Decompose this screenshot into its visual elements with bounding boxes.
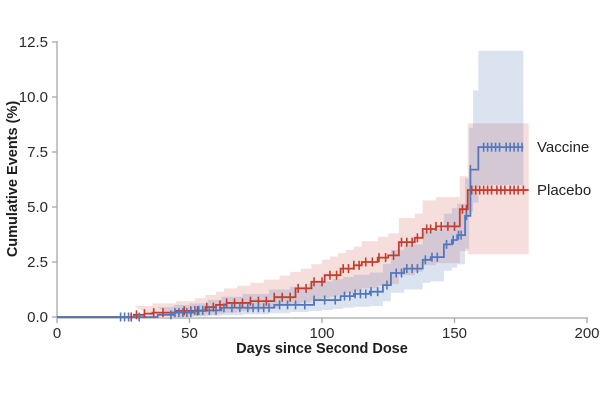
x-tick-label: 200 bbox=[574, 325, 599, 342]
y-tick-label: 2.5 bbox=[27, 254, 48, 271]
vaccine-confidence-band bbox=[157, 50, 524, 318]
x-tick-label: 100 bbox=[309, 325, 334, 342]
y-tick-label: 12.5 bbox=[19, 34, 48, 51]
x-tick-label: 0 bbox=[53, 325, 61, 342]
y-tick-label: 5.0 bbox=[27, 199, 48, 216]
placebo-step-curve bbox=[57, 189, 529, 318]
x-tick-label: 150 bbox=[442, 325, 467, 342]
placebo-confidence-band bbox=[133, 123, 529, 318]
legend-label-vaccine: Vaccine bbox=[537, 139, 590, 156]
legend-label-placebo: Placebo bbox=[537, 182, 592, 199]
y-tick-label: 10.0 bbox=[19, 89, 48, 106]
y-tick-label: 0.0 bbox=[27, 309, 48, 326]
y-tick-label: 7.5 bbox=[27, 144, 48, 161]
x-tick-label: 50 bbox=[181, 325, 198, 342]
y-axis-title: Cumulative Events (%) bbox=[5, 100, 21, 258]
x-axis-title: Days since Second Dose bbox=[236, 341, 408, 357]
